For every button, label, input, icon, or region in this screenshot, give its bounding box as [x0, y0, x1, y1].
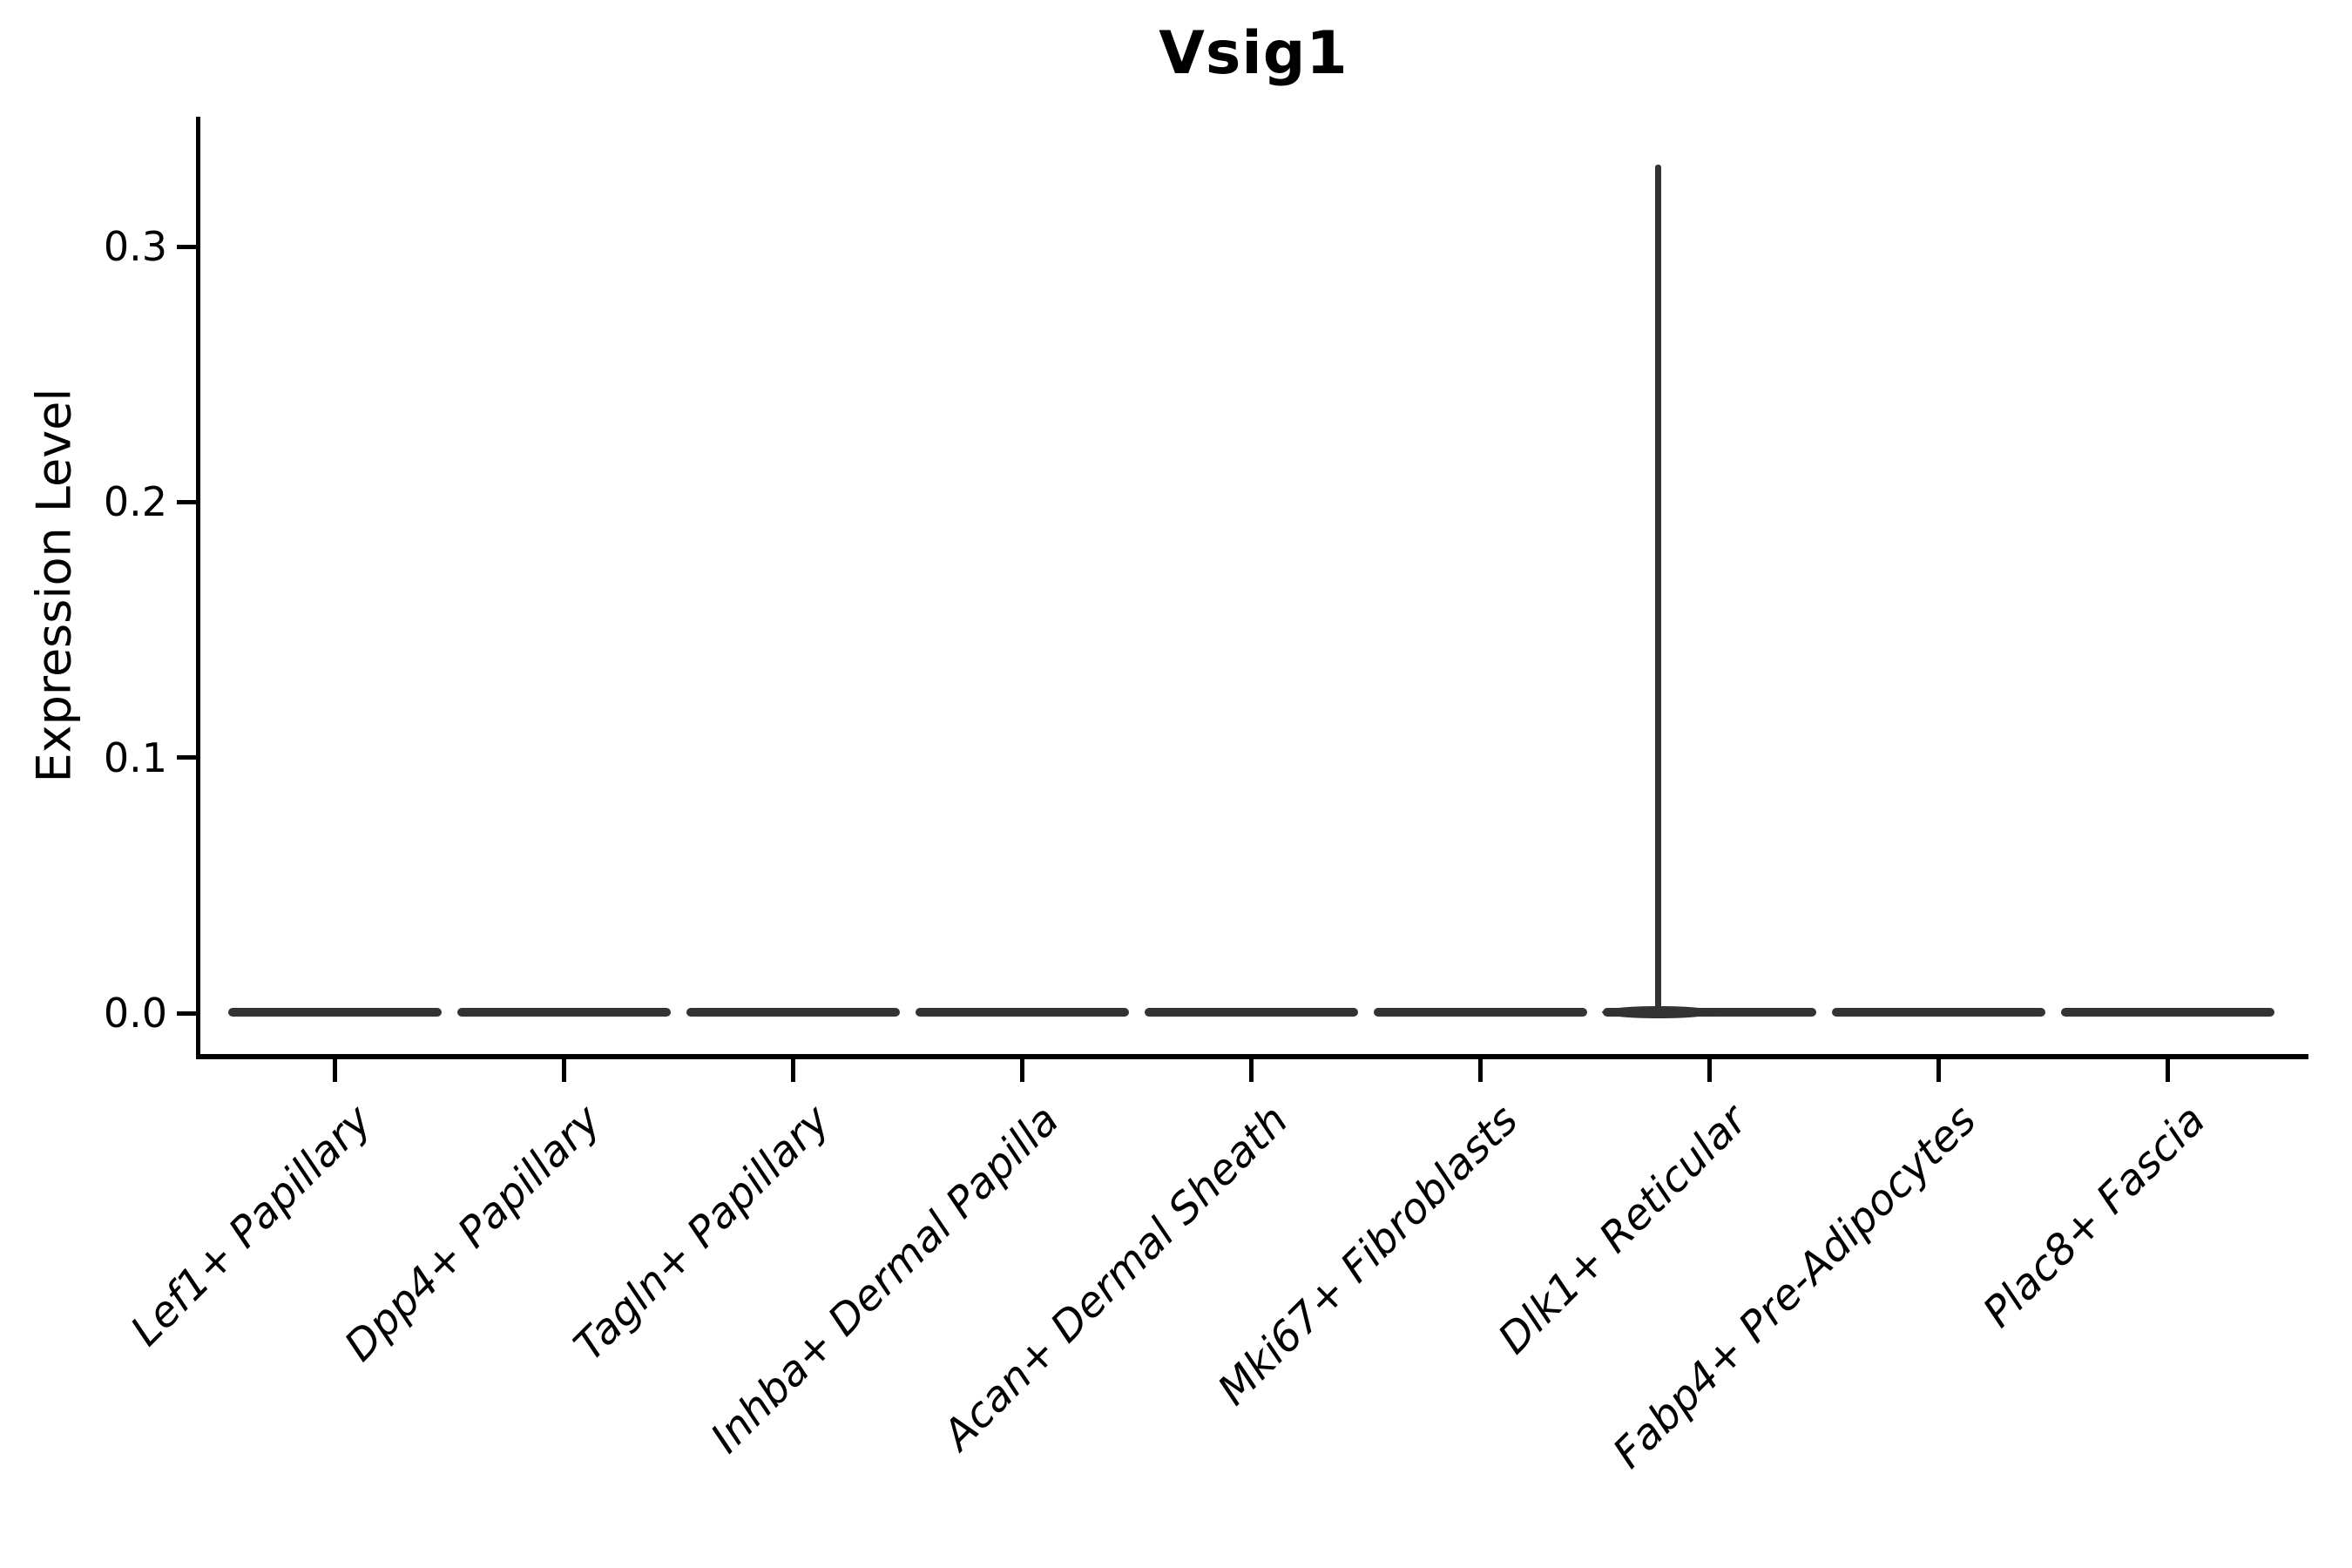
violin-body	[915, 1008, 1129, 1017]
y-tick	[177, 244, 196, 249]
violin-body	[686, 1008, 900, 1017]
x-tick	[1707, 1059, 1713, 1082]
x-tick-label: Tagln+ Papillary	[564, 1095, 840, 1371]
y-tick-label: 0.3	[103, 223, 167, 271]
x-tick-label: Plac8+ Fascia	[1973, 1095, 2215, 1337]
y-axis-label: Expression Level	[26, 388, 82, 783]
y-tick	[177, 499, 196, 504]
x-tick-label: Acan+ Dermal Sheath	[934, 1095, 1298, 1460]
x-tick	[2166, 1059, 2171, 1082]
x-tick	[1248, 1059, 1254, 1082]
x-tick-label: Fabp4+ Pre-Adipocytes	[1603, 1095, 1986, 1478]
x-axis-spine	[196, 1054, 2308, 1059]
violin-spike	[1655, 165, 1662, 1013]
x-tick	[332, 1059, 337, 1082]
violin-body	[1144, 1008, 1358, 1017]
x-tick-label: Mki67+ Fibroblasts	[1207, 1095, 1527, 1415]
violin-base-bulge	[1601, 1006, 1715, 1018]
y-tick	[177, 1010, 196, 1016]
y-tick-label: 0.2	[103, 478, 167, 526]
x-tick	[1019, 1059, 1024, 1082]
violin-body	[2061, 1008, 2275, 1017]
violin-body	[1374, 1008, 1587, 1017]
x-tick-label: Dpp4+ Papillary	[335, 1095, 611, 1371]
y-tick-label: 0.1	[103, 733, 167, 781]
violin-body	[456, 1008, 671, 1017]
violin-body	[1832, 1008, 2046, 1017]
x-tick	[561, 1059, 566, 1082]
chart-title: Vsig1	[1159, 19, 1348, 88]
x-tick-label: Lef1+ Papillary	[121, 1095, 382, 1355]
violin-body	[227, 1008, 442, 1017]
x-tick	[1936, 1059, 1942, 1082]
x-tick-label: Dlk1+ Reticular	[1488, 1095, 1757, 1364]
y-tick	[177, 755, 196, 760]
x-tick	[1478, 1059, 1483, 1082]
x-tick	[790, 1059, 795, 1082]
x-tick-label: Inhba+ Dermal Papilla	[701, 1095, 1069, 1463]
y-axis-spine	[196, 117, 200, 1059]
y-tick-label: 0.0	[103, 990, 167, 1037]
